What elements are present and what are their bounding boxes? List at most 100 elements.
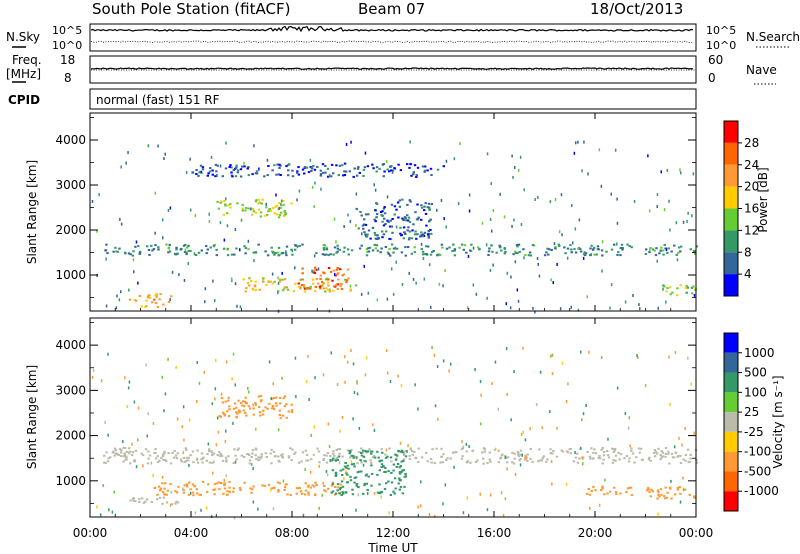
map-cell	[370, 452, 373, 455]
map-cell	[240, 454, 243, 457]
map-cell	[282, 397, 285, 400]
map-cell	[589, 254, 592, 257]
map-cell	[612, 459, 615, 462]
map-cell	[164, 392, 167, 396]
map-cell	[187, 459, 190, 462]
colorbar-tick-label: 100	[744, 385, 767, 399]
map-cell	[412, 173, 415, 176]
map-cell	[364, 223, 368, 226]
map-cell	[117, 454, 121, 457]
map-cell	[602, 458, 605, 461]
map-cell	[648, 251, 651, 254]
map-cell	[362, 175, 365, 177]
map-cell	[327, 422, 330, 426]
map-cell	[442, 453, 445, 456]
map-cell	[514, 166, 516, 169]
map-cell	[275, 193, 277, 197]
map-cell	[114, 449, 118, 452]
map-cell	[238, 411, 241, 414]
map-cell	[303, 172, 306, 175]
map-cell	[386, 219, 389, 222]
map-cell	[614, 459, 617, 462]
map-cell	[182, 451, 184, 455]
map-cell	[442, 502, 444, 506]
map-cell	[287, 410, 290, 413]
map-cell	[337, 272, 340, 275]
map-cell	[513, 452, 516, 455]
map-cell	[515, 243, 519, 246]
map-cell	[305, 287, 307, 291]
map-cell	[431, 448, 434, 451]
map-cell	[365, 482, 369, 485]
map-cell	[678, 436, 680, 440]
map-cell	[252, 251, 255, 254]
map-cell	[303, 286, 306, 289]
map-cell	[390, 169, 393, 172]
map-cell	[517, 453, 520, 456]
map-cell	[191, 483, 195, 486]
map-cell	[574, 451, 576, 454]
map-cell	[278, 214, 282, 217]
map-cell	[332, 459, 335, 461]
map-cell	[180, 460, 183, 463]
map-cell	[407, 246, 410, 248]
map-cell	[373, 456, 377, 459]
map-cell	[267, 165, 270, 167]
map-cell	[156, 461, 160, 464]
map-cell	[612, 448, 616, 451]
map-cell	[382, 465, 385, 467]
map-cell	[362, 223, 366, 226]
map-cell	[200, 249, 203, 252]
map-cell	[574, 251, 578, 254]
map-cell	[388, 511, 390, 515]
map-cell	[270, 407, 274, 410]
map-cell	[120, 222, 123, 226]
map-cell	[356, 167, 360, 170]
map-cell	[201, 457, 204, 460]
map-cell	[342, 174, 345, 177]
map-cell	[251, 463, 253, 466]
map-cell	[273, 280, 276, 283]
map-cell	[145, 363, 147, 367]
map-cell	[126, 450, 129, 453]
map-cell	[404, 475, 408, 478]
map-cell	[603, 451, 606, 453]
map-cell	[514, 250, 517, 253]
map-cell	[669, 293, 672, 296]
map-cell	[613, 486, 616, 489]
map-cell	[145, 299, 148, 302]
map-cell	[408, 454, 411, 457]
map-cell	[138, 501, 141, 503]
map-cell	[322, 481, 324, 485]
map-cell	[283, 214, 287, 216]
map-cell	[215, 170, 218, 173]
map-cell	[540, 459, 543, 462]
map-cell	[602, 454, 606, 457]
map-cell	[628, 457, 631, 460]
map-cell	[551, 452, 554, 455]
map-cell	[115, 306, 118, 310]
map-cell	[170, 503, 174, 506]
map-cell	[565, 400, 568, 403]
map-cell	[572, 241, 574, 245]
map-cell	[216, 174, 218, 177]
map-cell	[489, 268, 492, 272]
map-cell	[169, 462, 173, 465]
map-cell	[656, 193, 659, 197]
map-cell	[427, 245, 430, 248]
map-cell	[335, 457, 339, 460]
map-cell	[277, 276, 279, 280]
map-cell	[663, 497, 667, 500]
map-cell	[404, 473, 407, 475]
map-cell	[549, 410, 551, 414]
map-cell	[389, 254, 392, 257]
map-cell	[232, 169, 235, 171]
map-cell	[503, 215, 506, 219]
colorbar-tick-label: 25	[744, 405, 759, 419]
map-cell	[371, 226, 375, 229]
map-cell	[294, 244, 297, 247]
map-cell	[257, 507, 259, 511]
map-cell	[277, 281, 280, 285]
map-cell	[237, 169, 240, 172]
map-cell	[360, 447, 363, 450]
